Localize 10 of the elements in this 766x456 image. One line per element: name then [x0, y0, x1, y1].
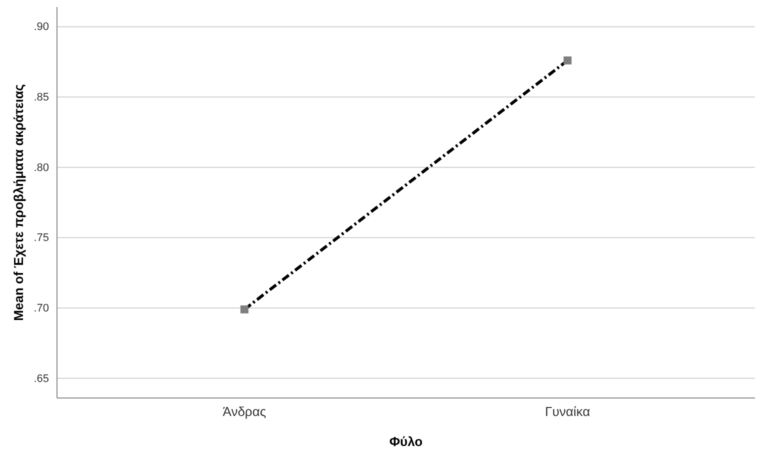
y-axis-title: Mean of Έχετε προβλήματα ακράτειας [11, 84, 26, 321]
y-tick-label: .70 [34, 302, 49, 315]
y-tick-label: .85 [34, 92, 49, 104]
y-tick-label: .90 [34, 21, 49, 34]
y-tick-label: .80 [34, 162, 49, 174]
y-tick-label: .75 [34, 232, 49, 244]
x-axis-title: Φύλο [389, 434, 423, 449]
x-tick-label: Γυναίκα [545, 404, 591, 420]
x-tick-label: Άνδρας [222, 404, 266, 420]
y-tick-label: .65 [34, 372, 49, 385]
